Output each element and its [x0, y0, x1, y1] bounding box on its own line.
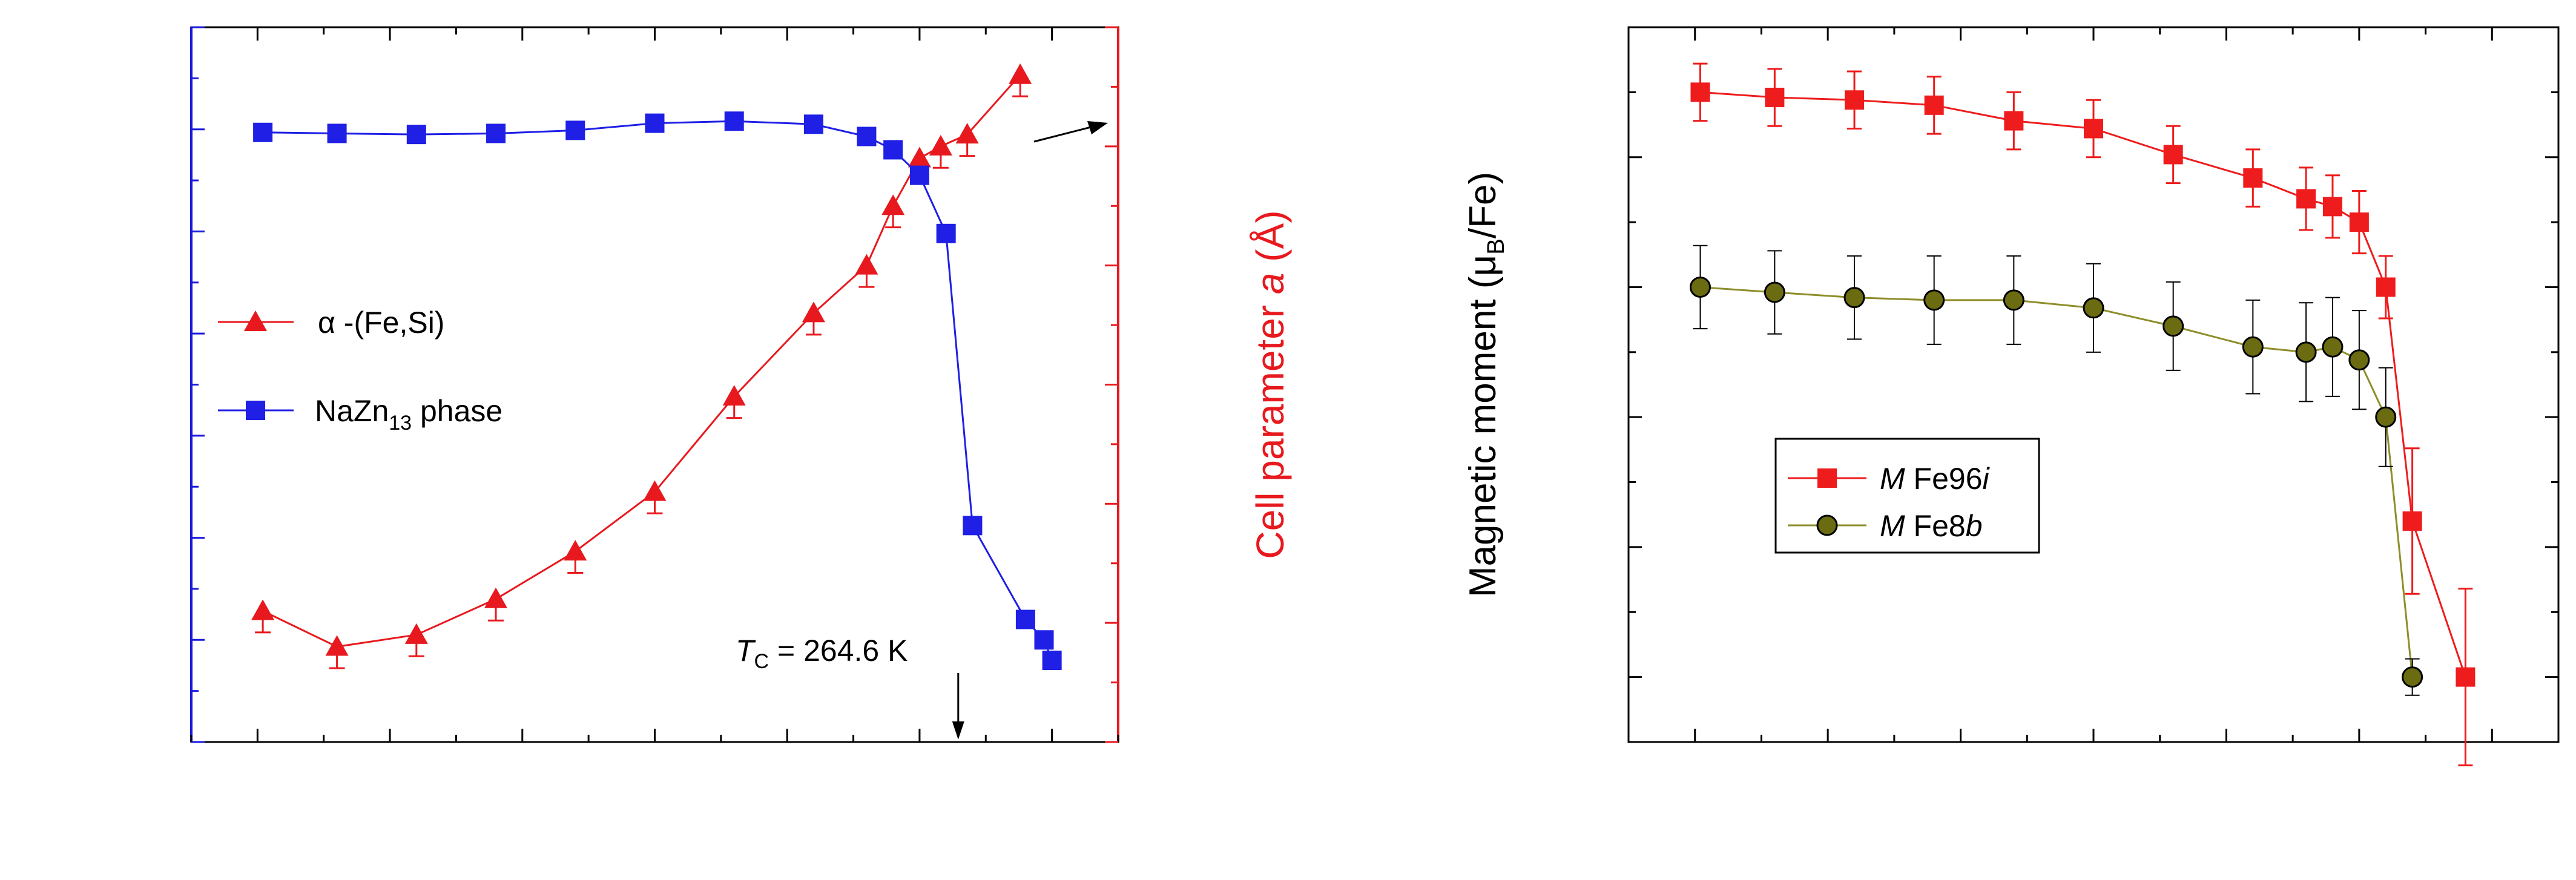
- legend-label-nazn13-part: NaZn: [315, 394, 389, 428]
- fe96i-point: [2349, 212, 2369, 232]
- alpha-fesi-point: [722, 385, 746, 406]
- alpha-fesi-point: [881, 194, 905, 215]
- fe96i-point: [1690, 82, 1710, 102]
- nazn13-point: [1034, 630, 1054, 650]
- right-y-axis-title: Cell parameter a (Å): [1248, 210, 1292, 559]
- legend-marker-fe8b: [1816, 514, 1838, 536]
- tc-annotation-symbol: T: [736, 634, 756, 668]
- nazn13-point: [857, 126, 877, 146]
- tc-annotation-subscript: C: [754, 650, 769, 673]
- fe96i-point: [2456, 667, 2476, 687]
- fe96i-point: [1765, 87, 1785, 107]
- left-chart: Cell parameter a (Å) α -(Fe,Si) NaZn13 pha…: [190, 26, 1292, 743]
- legend-label-fe8b-symbol: M: [1880, 509, 1905, 543]
- fe8b-point: [2322, 336, 2344, 358]
- legend-box: [1774, 438, 2040, 554]
- nazn13-series-line: [263, 120, 1053, 661]
- fe8b-point: [2375, 406, 2397, 428]
- nazn13-point: [253, 122, 273, 142]
- legend-marker-alpha-fesi: [244, 310, 267, 331]
- fe8b-point: [2402, 666, 2423, 688]
- nazn13-point: [327, 123, 347, 143]
- fe96i-point: [2004, 111, 2024, 131]
- y-axis-title-part: /Fe): [1462, 172, 1504, 238]
- legend-label-fe96i-symbol: M: [1880, 462, 1905, 496]
- nazn13-point: [486, 123, 506, 143]
- legend-label-fe96i: M Fe96i: [1880, 462, 1991, 496]
- alpha-fesi-point: [855, 254, 878, 275]
- fe8b-point: [2003, 289, 2024, 311]
- fe96i-point: [2376, 277, 2396, 297]
- fe8b-point: [2295, 341, 2317, 363]
- legend-label-alpha-fesi: α -(Fe,Si): [318, 306, 444, 340]
- nazn13-point: [1042, 651, 1062, 671]
- right-y-title-part: Cell parameter: [1248, 294, 1292, 559]
- legend-label-nazn13: NaZn13 phase: [315, 394, 502, 435]
- alpha-fesi-point: [325, 635, 349, 656]
- tc-annotation: TC = 264.6 K: [736, 634, 908, 673]
- fe8b-point: [2163, 315, 2184, 337]
- fe8b-point: [1843, 287, 1865, 309]
- alpha-fesi-point: [908, 146, 931, 168]
- right-y-title-italic: a: [1248, 273, 1292, 295]
- legend-marker-nazn13: [246, 401, 265, 420]
- alpha-fesi-point: [802, 301, 825, 323]
- legend-label-nazn13-subscript: 13: [389, 412, 412, 435]
- fe96i-point: [2322, 197, 2342, 217]
- right-y-title-part: (Å): [1248, 210, 1292, 272]
- y-axis-title-subscript: B: [1483, 238, 1509, 255]
- legend-label-fe8b-part: Fe8: [1905, 509, 1966, 543]
- legend-label-fe96i-site: i: [1983, 462, 1991, 496]
- legend-label-fe8b: M Fe8b: [1880, 509, 1983, 543]
- legend-label-fe96i-part: Fe96: [1905, 462, 1983, 496]
- alpha-fesi-point: [251, 599, 275, 620]
- alpha-fesi-point: [929, 134, 952, 156]
- axis-indicator-arrow-line: [1033, 126, 1092, 143]
- axis-indicator-arrow-head: [1087, 121, 1108, 134]
- nazn13-point: [883, 140, 903, 160]
- alpha-fesi-point: [484, 587, 508, 608]
- nazn13-point: [565, 120, 585, 140]
- fe8b-point: [1923, 289, 1945, 311]
- fe96i-point: [2163, 145, 2183, 165]
- nazn13-point: [1015, 609, 1035, 629]
- alpha-fesi-point: [404, 623, 428, 644]
- y-axis-title-part: Magnetic moment (μ: [1462, 255, 1504, 597]
- nazn13-point: [936, 223, 956, 243]
- nazn13-point: [724, 111, 744, 131]
- nazn13-point: [406, 125, 426, 145]
- alpha-fesi-point: [955, 123, 979, 144]
- legend-label-alpha-fesi-text: α -(Fe,Si): [318, 306, 444, 340]
- legend-label-nazn13-part: phase: [412, 394, 502, 428]
- legend-marker-fe96i: [1817, 468, 1837, 488]
- fe96i-point: [2084, 119, 2103, 139]
- fe8b-point: [1689, 276, 1711, 298]
- fe96i-point: [1924, 95, 1944, 115]
- nazn13-point: [645, 113, 665, 133]
- fe8b-point: [2348, 349, 2370, 371]
- fe96i-point: [1845, 90, 1865, 110]
- fe96i-series-line: [1700, 91, 2466, 678]
- tc-arrow-head: [952, 721, 964, 740]
- fe96i-point: [2243, 168, 2263, 188]
- alpha-fesi-point: [1009, 63, 1032, 84]
- fe96i-point: [2402, 511, 2422, 531]
- nazn13-point: [909, 165, 929, 185]
- tc-annotation-value: = 264.6 K: [769, 634, 908, 668]
- fe8b-point: [1764, 281, 1785, 303]
- fe96i-point: [2296, 189, 2316, 209]
- legend-label-fe8b-site: b: [1966, 509, 1983, 543]
- alpha-fesi-point: [564, 540, 587, 561]
- fe8b-point: [2083, 297, 2104, 319]
- fe8b-point: [2242, 336, 2264, 358]
- alpha-fesi-point: [643, 480, 667, 501]
- y-axis-title: Magnetic moment (μB/Fe): [1462, 172, 1509, 597]
- nazn13-point: [803, 114, 823, 134]
- nazn13-point: [963, 516, 983, 536]
